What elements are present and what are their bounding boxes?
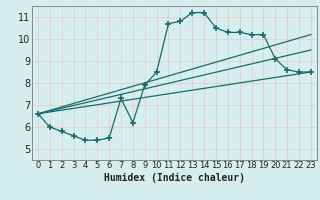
X-axis label: Humidex (Indice chaleur): Humidex (Indice chaleur) bbox=[104, 173, 245, 183]
